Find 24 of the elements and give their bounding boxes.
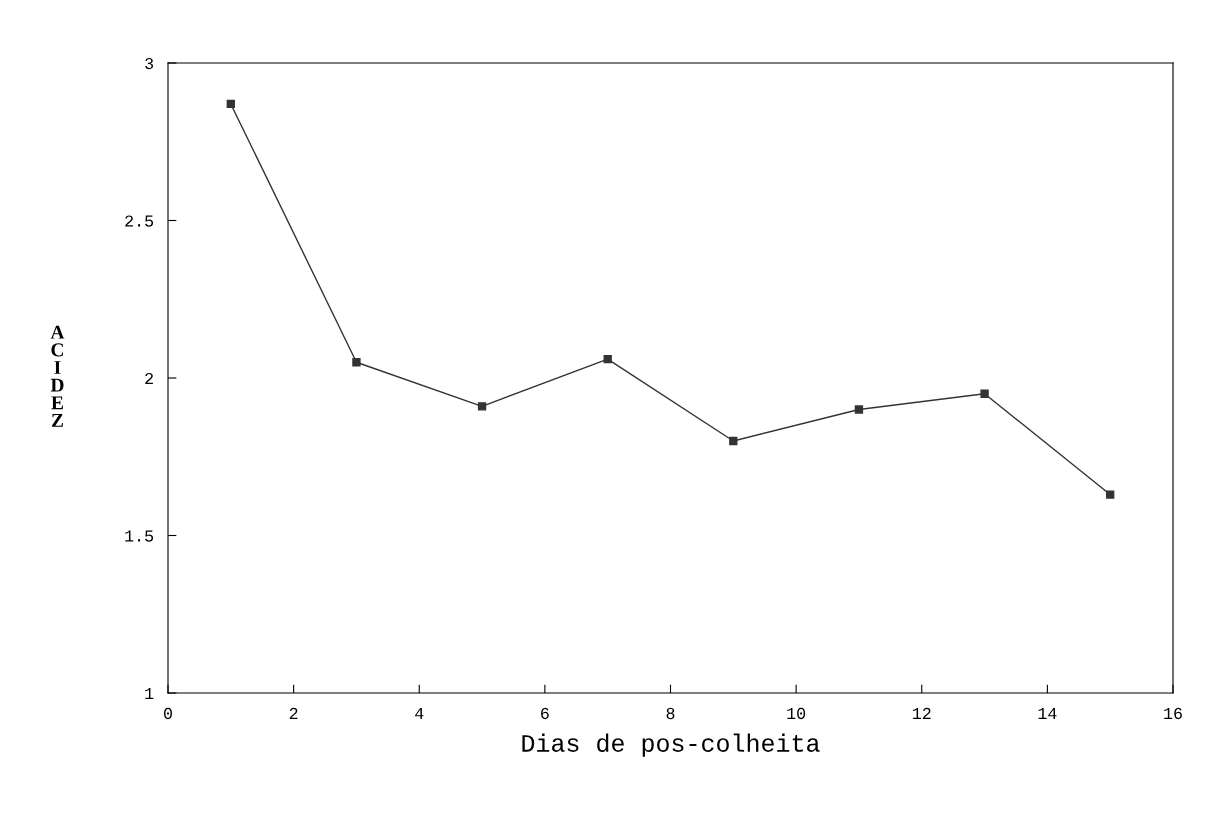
point (603, 354, 612, 364)
x-tick-label: 12 (912, 707, 931, 719)
point (980, 389, 989, 398)
y-tick-label: 1.5 (125, 530, 154, 542)
point (1106, 490, 1115, 499)
x-tick-label: 14 (1038, 707, 1057, 719)
y-axis-title: ACIDEZ (50, 325, 65, 427)
point (226, 99, 235, 109)
x-tick-label: 6 (541, 707, 549, 720)
x-tick-label: 2 (289, 707, 298, 719)
y-tick-label: 1 (145, 688, 154, 700)
y-tick-label: 2.5 (125, 215, 154, 227)
point (854, 405, 864, 414)
x-tick-label: 10 (787, 707, 806, 720)
x-tick-label: 4 (415, 707, 424, 719)
point (729, 436, 738, 446)
x-tick-label: 0 (164, 707, 172, 720)
point (477, 402, 487, 411)
y-tick-label: 3 (145, 57, 154, 70)
x-tick-label: 8 (666, 707, 675, 720)
x-tick-label: 16 (1164, 707, 1182, 720)
point (352, 358, 361, 367)
y-tick-label: 2 (145, 372, 153, 385)
x-axis-title: Dias de pos-colheita (522, 733, 820, 757)
